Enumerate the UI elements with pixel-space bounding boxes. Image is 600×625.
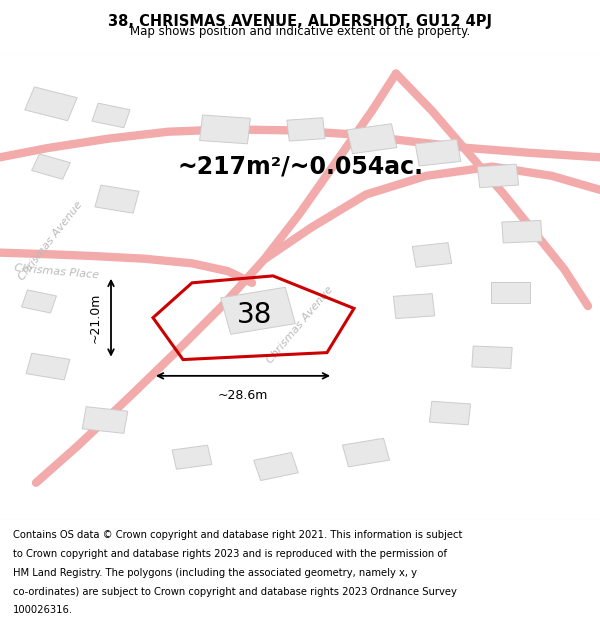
- Text: Chrismas Place: Chrismas Place: [14, 262, 100, 280]
- Text: ~28.6m: ~28.6m: [218, 389, 268, 402]
- Polygon shape: [22, 290, 56, 313]
- Text: ~217m²/~0.054ac.: ~217m²/~0.054ac.: [177, 154, 423, 179]
- Text: co-ordinates) are subject to Crown copyright and database rights 2023 Ordnance S: co-ordinates) are subject to Crown copyr…: [13, 587, 457, 597]
- Text: Map shows position and indicative extent of the property.: Map shows position and indicative extent…: [130, 26, 470, 39]
- Text: 38, CHRISMAS AVENUE, ALDERSHOT, GU12 4PJ: 38, CHRISMAS AVENUE, ALDERSHOT, GU12 4PJ: [108, 14, 492, 29]
- Text: Chrismas Avenue: Chrismas Avenue: [17, 199, 85, 282]
- Polygon shape: [221, 288, 295, 334]
- Text: 38: 38: [238, 301, 272, 329]
- Polygon shape: [92, 103, 130, 127]
- Polygon shape: [25, 87, 77, 121]
- Polygon shape: [172, 445, 212, 469]
- Text: 100026316.: 100026316.: [13, 605, 73, 615]
- Polygon shape: [287, 118, 325, 141]
- Polygon shape: [82, 407, 128, 433]
- Text: to Crown copyright and database rights 2023 and is reproduced with the permissio: to Crown copyright and database rights 2…: [13, 549, 447, 559]
- Polygon shape: [347, 124, 397, 154]
- Polygon shape: [412, 242, 452, 268]
- Polygon shape: [430, 401, 470, 425]
- Polygon shape: [95, 185, 139, 213]
- Text: Contains OS data © Crown copyright and database right 2021. This information is : Contains OS data © Crown copyright and d…: [13, 531, 463, 541]
- Polygon shape: [415, 139, 461, 166]
- Polygon shape: [491, 282, 530, 302]
- Polygon shape: [472, 346, 512, 369]
- Polygon shape: [32, 154, 70, 179]
- Polygon shape: [200, 115, 250, 144]
- Polygon shape: [502, 221, 542, 243]
- Polygon shape: [254, 452, 298, 481]
- Text: ~21.0m: ~21.0m: [89, 292, 102, 343]
- Polygon shape: [394, 294, 434, 319]
- Polygon shape: [26, 353, 70, 380]
- Polygon shape: [478, 164, 518, 188]
- Text: Chrismas Avenue: Chrismas Avenue: [265, 284, 335, 365]
- Polygon shape: [343, 438, 389, 467]
- Text: HM Land Registry. The polygons (including the associated geometry, namely x, y: HM Land Registry. The polygons (includin…: [13, 568, 417, 578]
